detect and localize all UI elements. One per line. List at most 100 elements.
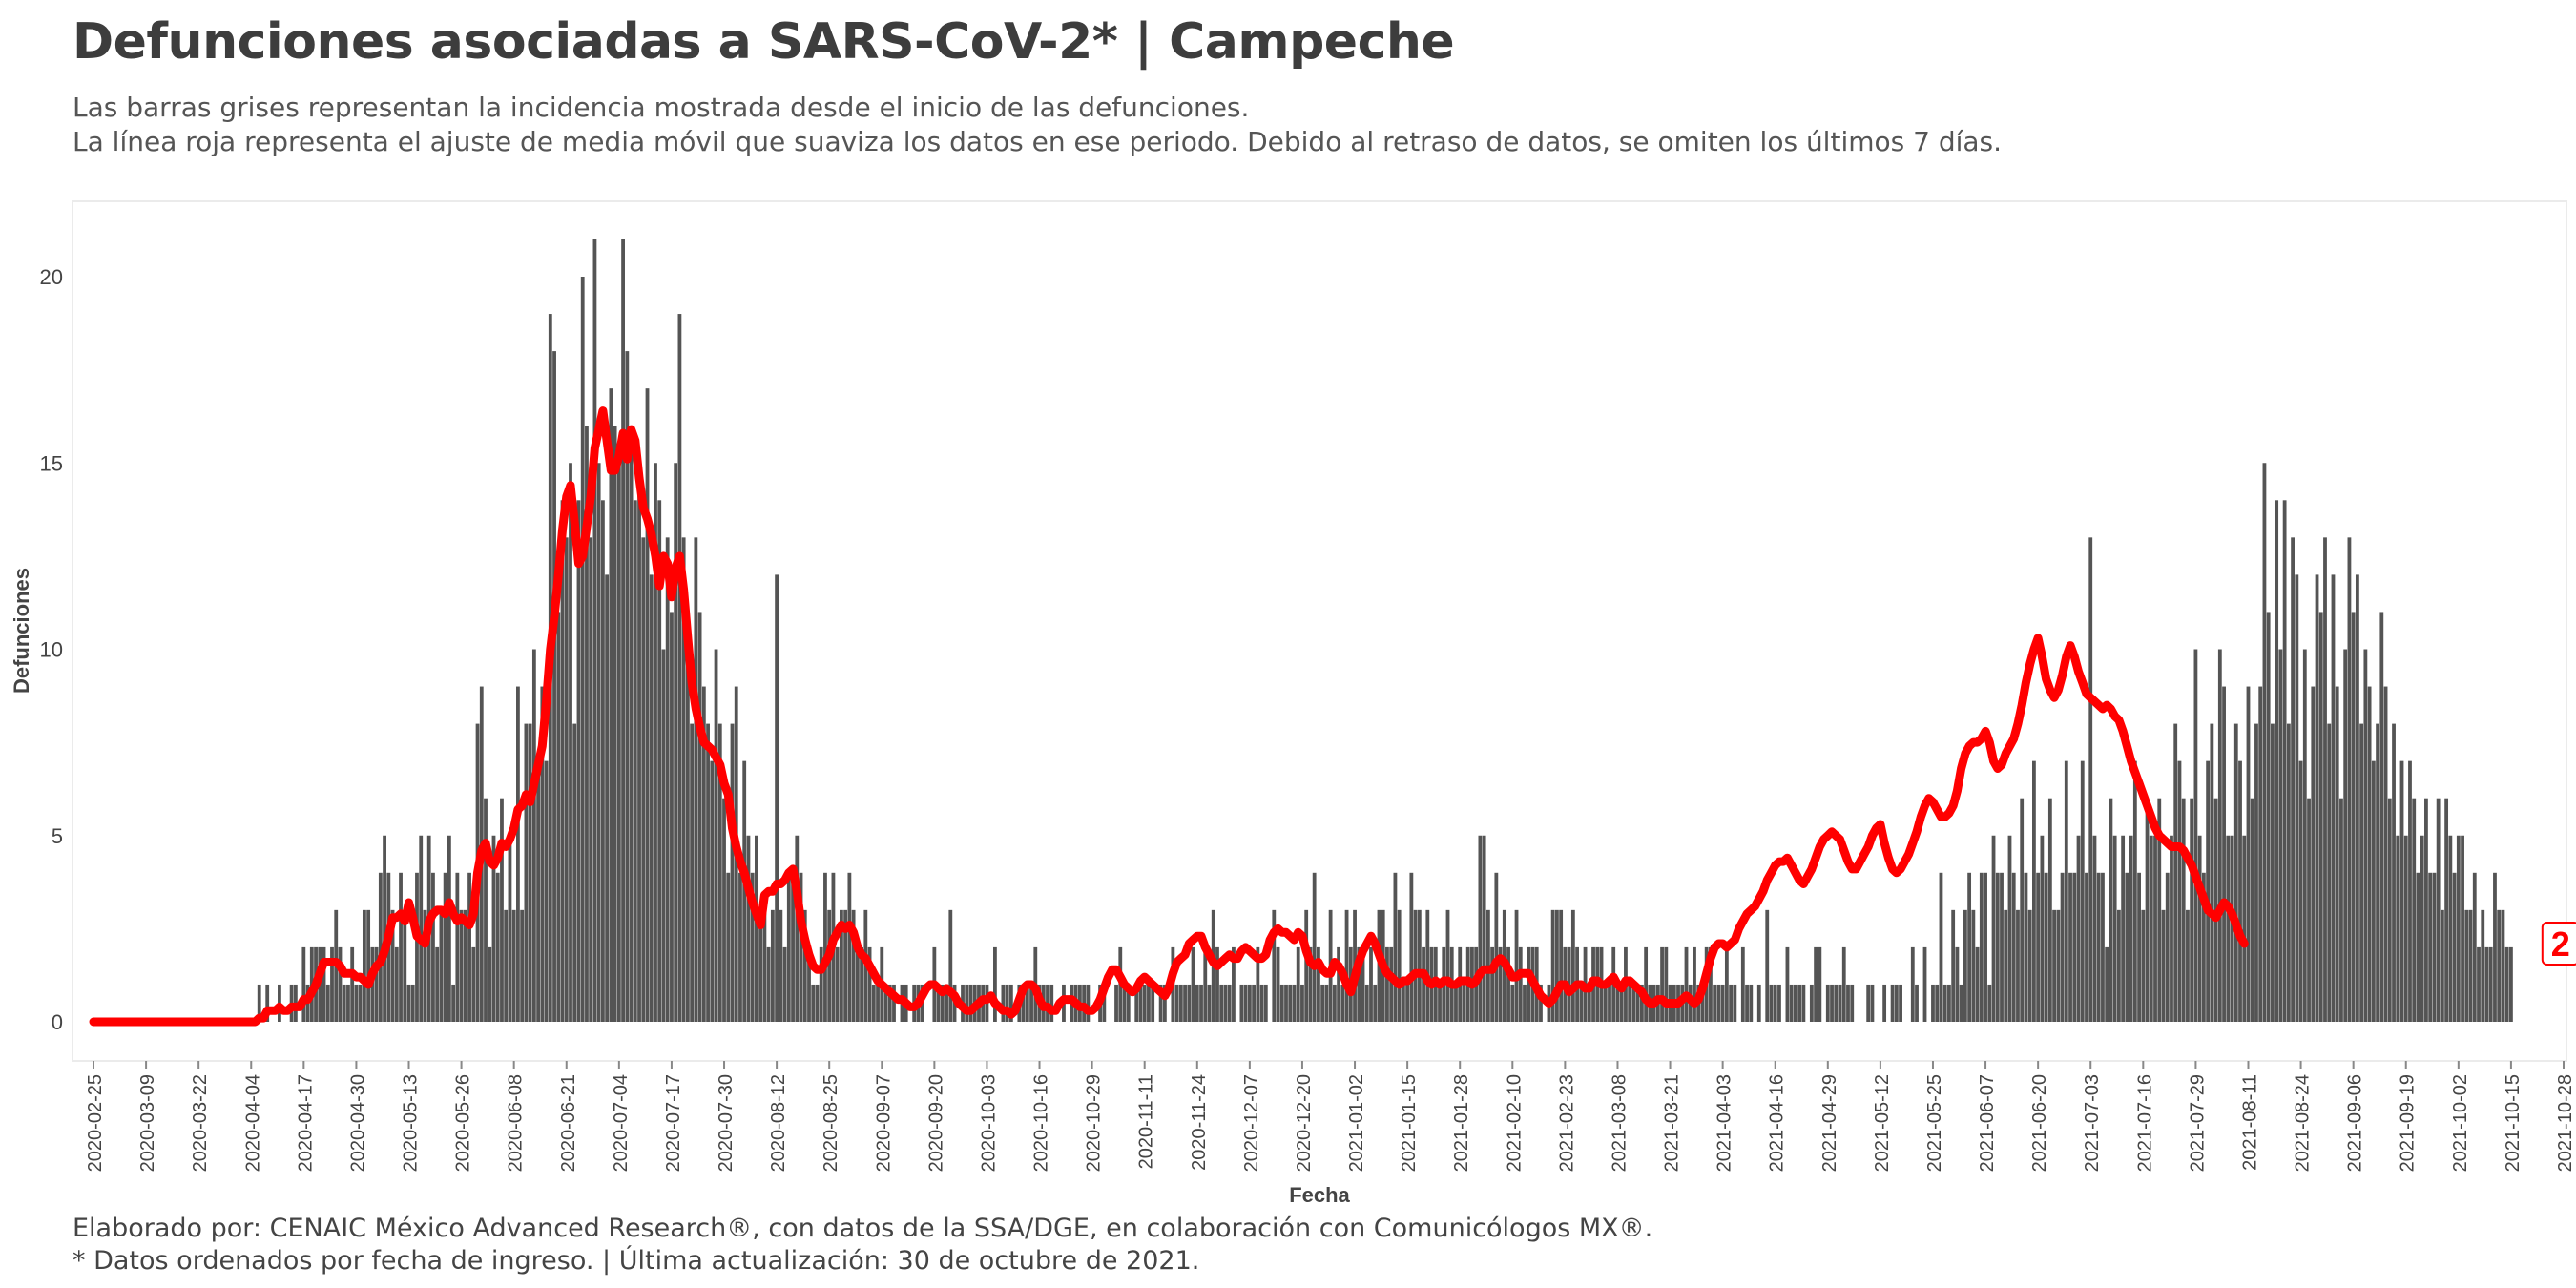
x-tick-label: 2020-12-20 [1294,1074,1315,1172]
x-tick-label: 2020-09-07 [873,1074,894,1172]
bar [378,872,383,1022]
x-tick-label: 2021-05-12 [1872,1074,1893,1172]
bar [2432,872,2437,1022]
bar [722,798,726,1022]
x-tick-label: 2020-08-25 [821,1074,841,1172]
bar [2271,723,2275,1022]
bar [819,946,823,1022]
bar [1915,984,1919,1022]
bar [2456,835,2461,1022]
bar [1195,984,1199,1022]
bar [2226,835,2231,1022]
bar [528,723,532,1022]
bar [1922,946,1927,1022]
bar [540,686,545,1022]
bar [569,463,572,1022]
bar [2295,574,2299,1022]
bar [1219,984,1224,1022]
bar [1102,984,1107,1022]
bar [1959,984,1963,1022]
bar [2068,872,2072,1022]
y-tick-label: 5 [52,824,63,848]
bar [1631,984,1636,1022]
bar [674,463,678,1022]
bar [585,426,589,1022]
bar [871,984,876,1022]
bar [2323,537,2327,1022]
bar [1635,984,1640,1022]
bar [415,872,419,1022]
bar [1963,909,1967,1022]
bar [2233,723,2238,1022]
bar [2186,909,2190,1022]
x-tick-label: 2020-07-17 [663,1074,684,1172]
bar [374,946,379,1022]
bar [1745,984,1749,1022]
bar [613,426,617,1022]
x-tick-label: 2020-11-11 [1136,1074,1157,1169]
bar [2206,760,2211,1022]
bar [1603,984,1608,1022]
bar [342,984,346,1022]
x-tick-label: 2021-04-29 [1819,1074,1840,1172]
bar [697,612,702,1022]
bar [1942,984,1947,1022]
bar [2477,946,2481,1022]
bar [1814,946,1818,1022]
bar [2504,946,2509,1022]
bar [2109,798,2113,1022]
bar [2197,835,2202,1022]
bar [609,388,613,1022]
bar [2331,574,2336,1022]
x-tick-label: 2021-07-03 [2082,1074,2103,1172]
bar [1756,984,1761,1022]
x-tick-label: 2021-01-02 [1346,1074,1367,1172]
bar [366,909,371,1022]
bar [2327,723,2332,1022]
bar [1870,984,1875,1022]
bar [2444,798,2449,1022]
bar [1191,946,1195,1022]
bar [717,723,722,1022]
bar [2060,872,2065,1022]
bar [1288,984,1293,1022]
x-tick-label: 2020-07-04 [611,1074,632,1172]
x-tick-label: 2020-04-04 [242,1074,263,1172]
bar [855,946,860,1022]
bar [1134,984,1139,1022]
bar [2027,909,2032,1022]
bar [706,723,710,1022]
bar [2262,463,2267,1022]
bar [2145,798,2150,1022]
x-tick-label: 2021-08-11 [2240,1074,2261,1171]
bar [2412,798,2417,1022]
bar [1369,946,1373,1022]
x-tick-label: 2020-11-24 [1189,1074,1210,1171]
bar [2351,612,2356,1022]
bar [968,984,973,1022]
bar [346,984,350,1022]
bar [2298,760,2303,1022]
bar [576,500,581,1022]
bar [2149,835,2153,1022]
bar [2080,760,2085,1022]
bar [2088,537,2093,1022]
bar [746,835,751,1022]
bar [1939,872,1943,1022]
bar [2024,872,2028,1022]
bar [1700,984,1705,1022]
bar [1284,984,1288,1022]
bar [301,946,306,1022]
bar [520,909,525,1022]
x-tick-label: 2020-02-25 [85,1074,106,1172]
bar [362,909,366,1022]
bar [1049,984,1054,1022]
bar [1995,872,2000,1022]
bar [811,984,816,1022]
bar [484,798,488,1022]
bar [2408,760,2412,1022]
bar [1550,909,1555,1022]
bar [1498,946,1503,1022]
bar [257,984,261,1022]
